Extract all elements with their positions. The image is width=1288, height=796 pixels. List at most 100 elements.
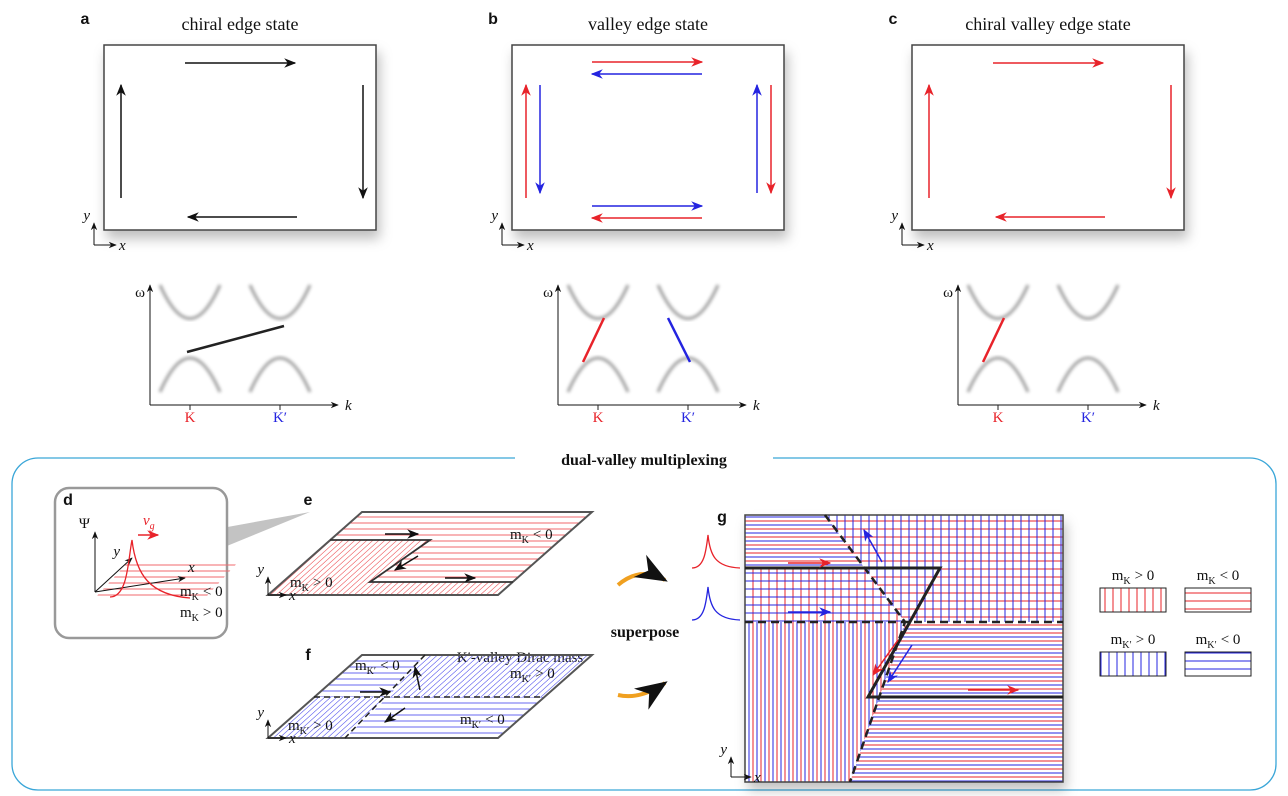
callout-tail — [222, 512, 310, 548]
label: g — [717, 509, 727, 526]
label: mK > 0 — [1112, 568, 1155, 587]
label: ω — [543, 285, 553, 301]
domain-wall — [745, 566, 1063, 699]
label-part: K′ — [472, 720, 481, 731]
label-part: K′ — [1207, 640, 1216, 651]
label-part: K — [1208, 576, 1216, 587]
band — [656, 356, 720, 393]
label: mK < 0 — [510, 527, 553, 546]
band — [966, 356, 1030, 393]
lattice-border — [744, 514, 1064, 783]
label: x — [926, 238, 934, 254]
merge-arrow — [616, 554, 668, 587]
label-part: m — [180, 584, 192, 600]
label-part: < 0 — [533, 527, 553, 543]
label-part: K′ — [522, 674, 531, 685]
label: K — [593, 410, 604, 426]
arrow — [94, 557, 133, 593]
label: a — [81, 11, 90, 28]
label: x — [187, 560, 195, 576]
label-part: m — [510, 666, 522, 682]
label: y — [255, 562, 264, 578]
arrow — [94, 575, 186, 593]
label: Ψ — [79, 516, 91, 532]
label-part: < 0 — [1221, 632, 1241, 648]
label: K — [185, 410, 196, 426]
label: y — [889, 208, 898, 224]
label-part: g — [150, 521, 155, 532]
label: y — [718, 742, 727, 758]
arrow — [863, 528, 883, 563]
label: e — [304, 492, 313, 509]
arrow — [887, 644, 913, 684]
arrow — [384, 707, 406, 723]
label-part: > 0 — [1136, 632, 1156, 648]
band — [158, 284, 222, 320]
band — [656, 284, 720, 320]
label: superpose — [611, 624, 679, 641]
label: y — [111, 544, 120, 560]
label: valley edge state — [588, 14, 708, 34]
label-part: m — [1112, 568, 1124, 584]
frame-gap — [515, 448, 773, 470]
label: x — [753, 770, 761, 786]
label: y — [81, 208, 90, 224]
label-part: K — [1123, 576, 1131, 587]
edge-box — [911, 44, 1185, 231]
label-part: K — [192, 613, 200, 624]
plate — [265, 654, 595, 739]
label-part: m — [460, 712, 472, 728]
label-part: m — [510, 527, 522, 543]
label: b — [488, 11, 498, 28]
legend-swatch — [1184, 651, 1252, 677]
ground-plane — [95, 560, 240, 598]
edge-box — [511, 44, 785, 231]
region — [825, 515, 1063, 622]
label: x — [288, 731, 296, 747]
region — [388, 655, 592, 697]
band — [248, 284, 312, 320]
edge-box — [103, 44, 377, 231]
arrow — [393, 555, 419, 571]
label: K′ — [1081, 410, 1095, 426]
arrow — [872, 639, 899, 676]
label-part: K — [522, 535, 530, 546]
merge-arrow — [617, 681, 668, 710]
band — [1056, 356, 1120, 393]
label-part: K′ — [300, 726, 309, 737]
wave-packet — [691, 586, 741, 621]
label-part: m — [1111, 632, 1123, 648]
label: mK < 0 — [180, 584, 223, 603]
label: x — [288, 588, 296, 604]
label-part: < 0 — [203, 584, 223, 600]
band — [248, 356, 312, 393]
label: K′ — [273, 410, 287, 426]
label: y — [255, 705, 264, 721]
label: mK > 0 — [180, 605, 223, 624]
label: mK′ > 0 — [510, 666, 555, 685]
label-part: < 0 — [1220, 568, 1240, 584]
label: chiral valley edge state — [965, 14, 1130, 34]
line — [186, 324, 285, 354]
label-part: K — [302, 583, 310, 594]
label: mK′ > 0 — [1111, 632, 1156, 651]
label: mK′ < 0 — [460, 712, 505, 731]
label-part: m — [1197, 568, 1209, 584]
label: k — [753, 398, 760, 414]
label-part: < 0 — [380, 658, 400, 674]
band — [158, 356, 222, 393]
legend-swatch — [1099, 587, 1167, 613]
label: y — [489, 208, 498, 224]
label-part: m — [355, 658, 367, 674]
band — [1056, 284, 1120, 320]
label: d — [63, 492, 73, 509]
label-part: K — [192, 592, 200, 603]
label-part: m — [288, 718, 300, 734]
legend-swatch — [1099, 651, 1167, 677]
label-part: < 0 — [485, 712, 505, 728]
region — [268, 697, 388, 738]
label: mK′ < 0 — [1196, 632, 1241, 651]
label: c — [889, 11, 898, 28]
label: f — [305, 647, 311, 664]
